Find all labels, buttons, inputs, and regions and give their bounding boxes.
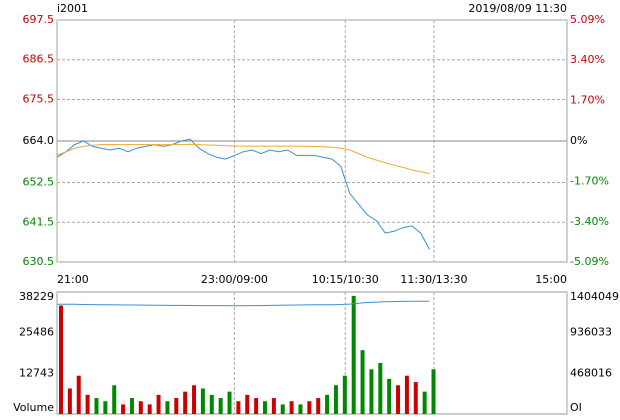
y2-tick-label: 468016 (570, 366, 612, 379)
y2-tick-label: 0% (570, 134, 587, 147)
y2-tick-label: 1.70% (570, 94, 605, 107)
x-tick-label: 15:00 (535, 273, 567, 286)
y2-tick-label: 1404049 (570, 290, 619, 303)
volume-bar (103, 401, 108, 414)
y-tick-label: 25486 (19, 326, 54, 339)
volume-bar (271, 398, 276, 414)
volume-bar (254, 398, 259, 414)
volume-bar (121, 404, 126, 414)
x-tick-label: 10:15/10:30 (312, 273, 379, 286)
price-line (56, 138, 430, 250)
volume-bar (280, 404, 285, 414)
volume-bar (174, 398, 179, 414)
y-tick-label: 12743 (19, 366, 54, 379)
x-tick-label: 23:00/09:00 (201, 273, 268, 286)
volume-panel (56, 291, 568, 415)
volume-bar (396, 385, 401, 414)
x-tick-label: 11:30/13:30 (400, 273, 467, 286)
y-tick-label: 697.5 (23, 13, 55, 26)
y-tick-label: 675.5 (23, 92, 55, 105)
y-tick-label: 641.5 (23, 215, 55, 228)
y-tick-label: 686.5 (23, 53, 55, 66)
volume-bar (333, 385, 338, 414)
chart-title: i2001 (57, 2, 88, 15)
volume-bar (413, 382, 418, 414)
volume-bar (236, 401, 241, 414)
volume-bar (209, 394, 214, 414)
volume-bar (200, 388, 205, 414)
volume-bar (227, 391, 232, 414)
volume-bar (289, 401, 294, 414)
y-tick-label: 630.5 (23, 255, 55, 268)
volume-bar (245, 394, 250, 414)
volume-bar (422, 391, 427, 414)
volume-bar (59, 305, 63, 414)
y2-tick-label: 5.09% (570, 13, 605, 26)
y-tick-label: 664.0 (23, 134, 55, 147)
volume-bar (387, 378, 392, 414)
volume-bar (360, 350, 365, 414)
volume-bar (94, 398, 99, 414)
volume-bar (378, 362, 383, 414)
y-tick-label: 652.5 (23, 176, 55, 189)
volume-bar (316, 398, 321, 414)
y-tick-label: 38229 (19, 290, 54, 303)
y2-tick-label: -1.70% (570, 174, 609, 187)
volume-bar (431, 369, 436, 414)
volume-bar (112, 385, 117, 414)
volume-bar (129, 398, 134, 414)
y2-tick-label: 3.40% (570, 53, 605, 66)
volume-bar (325, 394, 330, 414)
x-tick-label: 21:00 (57, 273, 89, 286)
volume-bar (156, 394, 161, 414)
y-tick-label: Volume (13, 401, 54, 414)
volume-bar (342, 375, 347, 414)
price-line (56, 143, 430, 174)
volume-bar (192, 385, 197, 414)
volume-bar (307, 401, 312, 414)
volume-bar (183, 391, 188, 414)
y2-tick-label: -5.09% (570, 255, 609, 268)
volume-bar (76, 375, 81, 414)
volume-bar (263, 401, 267, 414)
volume-bar (67, 388, 72, 414)
oi-line (57, 300, 430, 307)
volume-bar (138, 401, 143, 414)
volume-bar (85, 394, 90, 414)
y2-tick-label: OI (570, 401, 582, 414)
y2-tick-label: -3.40% (570, 215, 609, 228)
volume-bar (298, 404, 303, 414)
volume-bar (369, 369, 374, 414)
chart-subtitle: 2019/08/09 11:30 (468, 2, 567, 15)
volume-bar (404, 375, 409, 414)
y2-tick-label: 936033 (570, 326, 612, 339)
volume-bar (351, 295, 356, 414)
volume-bar (165, 401, 170, 414)
volume-bar (218, 398, 223, 414)
volume-bar (147, 404, 152, 414)
